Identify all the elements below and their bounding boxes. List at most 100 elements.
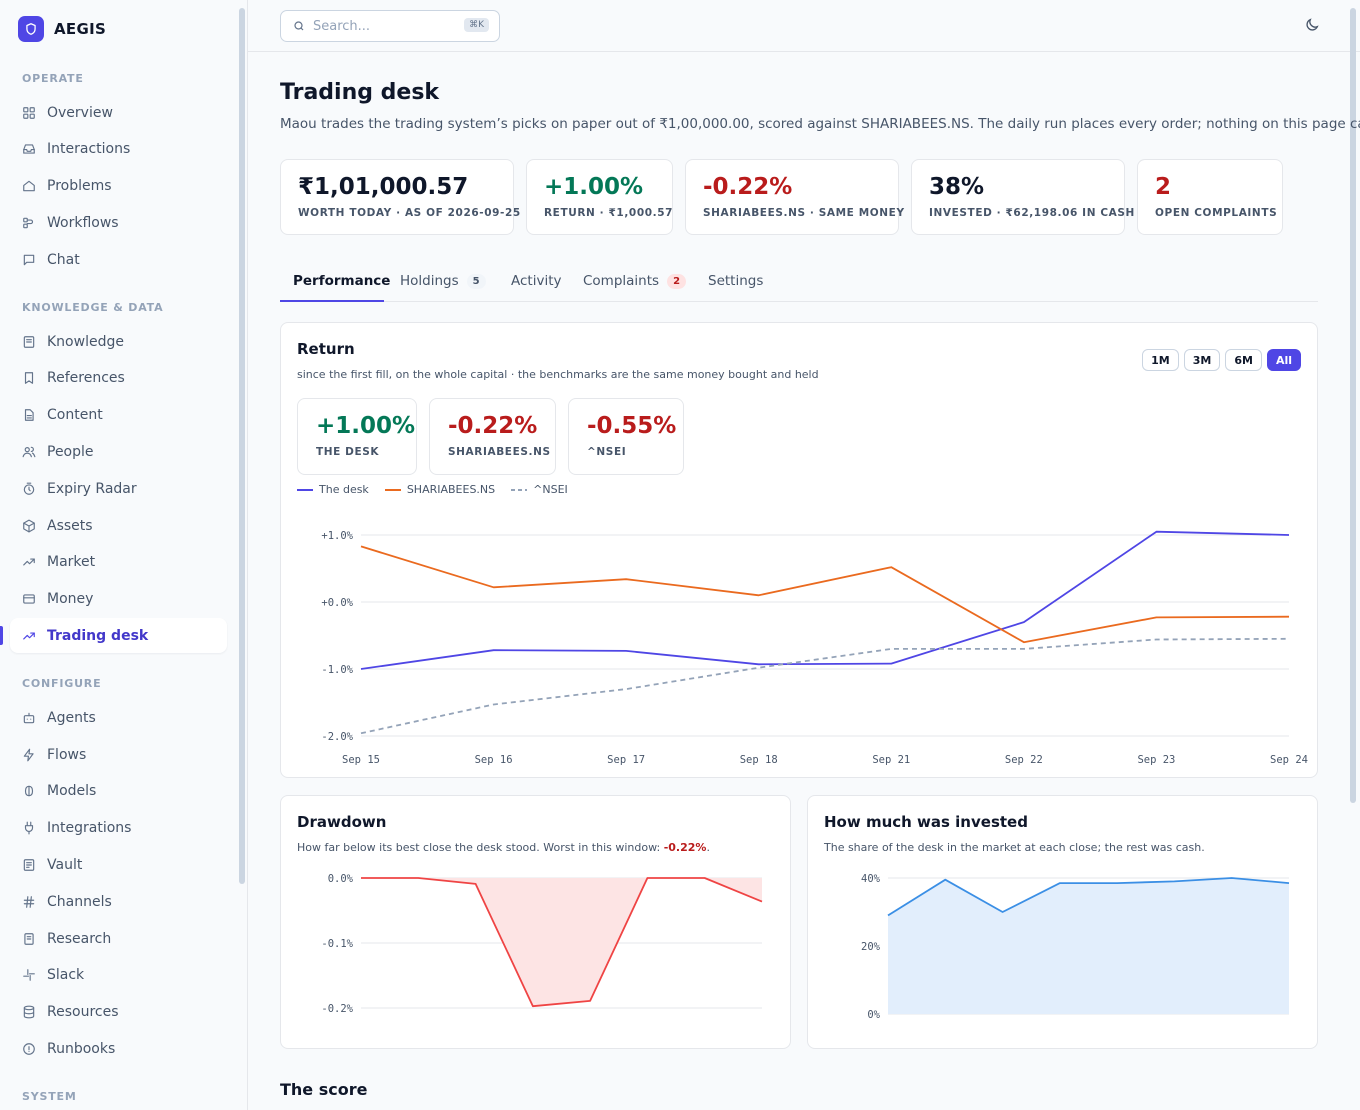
range-3m-button[interactable]: 3M	[1183, 349, 1221, 371]
sidebar-item-label: Market	[47, 554, 96, 571]
sidebar-item-flows[interactable]: Flows	[10, 737, 227, 772]
sidebar-item-label: Workflows	[47, 214, 119, 231]
range-6m-button[interactable]: 6M	[1225, 349, 1262, 371]
stat-label: RETURN · ₹1,000.57	[544, 207, 674, 219]
hash-icon	[22, 895, 36, 909]
tab-complaints[interactable]: Complaints 2	[583, 260, 687, 302]
house-icon	[22, 179, 36, 193]
sidebar-item-slack[interactable]: Slack	[10, 958, 227, 993]
sidebar-item-label: Runbooks	[47, 1040, 116, 1057]
range-all-button[interactable]: All	[1266, 349, 1301, 371]
sidebar-item-interactions[interactable]: Interactions	[10, 132, 227, 167]
stat-label: SHARIABEES.NS · SAME MONEY	[703, 207, 905, 219]
sidebar-item-expiry-radar[interactable]: Expiry Radar	[10, 471, 227, 506]
sidebar-item-integrations[interactable]: Integrations	[10, 811, 227, 846]
tab-settings[interactable]: Settings	[708, 260, 763, 302]
y-tick-label: -0.2%	[321, 1003, 353, 1015]
stat-card-invested: 38% INVESTED · ₹62,198.06 IN CASH	[911, 159, 1134, 235]
sidebar-item-research[interactable]: Research	[10, 921, 227, 956]
sidebar-item-references[interactable]: References	[10, 361, 227, 396]
legend-item-desk[interactable]: The desk	[297, 483, 369, 496]
timer-icon	[22, 482, 36, 496]
tab-label: Holdings	[400, 273, 459, 289]
stat-card-complaints[interactable]: 2 OPEN COMPLAINTS	[1137, 159, 1283, 235]
tab-activity[interactable]: Activity	[511, 260, 562, 302]
count-badge: 5	[466, 273, 486, 289]
sidebar-item-people[interactable]: People	[10, 434, 227, 469]
sidebar-item-trading-desk[interactable]: Trading desk	[10, 618, 227, 654]
x-tick-label: Sep 18	[740, 754, 778, 766]
mini-label: THE DESK	[316, 446, 380, 458]
search-box[interactable]: Search... ⌘K	[280, 10, 500, 42]
sidebar-item-agents[interactable]: Agents	[10, 700, 227, 735]
sidebar-item-assets[interactable]: Assets	[10, 508, 227, 543]
inbox-icon	[22, 142, 36, 156]
page-scrollbar[interactable]	[1350, 8, 1356, 803]
sidebar-item-label: References	[47, 370, 125, 387]
wallet-icon	[22, 592, 36, 606]
tab-holdings[interactable]: Holdings 5	[400, 260, 486, 302]
card-subtitle: since the first fill, on the whole capit…	[297, 368, 819, 381]
return-chart: +1.0% +0.0% -1.0% -2.0% Sep 15 Sep 16 Sep 17 Se…	[321, 530, 1308, 766]
legend-item-index[interactable]: ^NSEI	[511, 483, 568, 496]
subtitle-end: .	[706, 841, 710, 854]
y-tick-label: 20%	[861, 941, 881, 953]
sidebar-item-label: Problems	[47, 178, 112, 195]
legend-label: ^NSEI	[533, 483, 568, 496]
mini-stat-index: -0.55% ^NSEI	[568, 398, 684, 475]
worst-drawdown: -0.22%	[663, 841, 707, 854]
legend-item-benchmark[interactable]: SHARIABEES.NS	[384, 483, 495, 496]
tab-performance[interactable]: Performance	[293, 260, 390, 302]
tab-bar: Performance Holdings 5 Activity Complaint…	[280, 260, 1318, 302]
sidebar-item-content[interactable]: Content	[10, 398, 227, 433]
sidebar-item-vault[interactable]: Vault	[10, 847, 227, 882]
search-input[interactable]: Search...	[313, 18, 371, 34]
sidebar-item-runbooks[interactable]: Runbooks	[10, 1031, 227, 1066]
mini-value: -0.22%	[448, 413, 538, 439]
mini-stat-benchmark: -0.22% SHARIABEES.NS	[429, 398, 556, 475]
tab-label: Settings	[708, 273, 764, 289]
book-icon	[22, 335, 36, 349]
sidebar-item-label: Interactions	[47, 141, 131, 158]
invested-card: How much was invested The share of the d…	[807, 795, 1318, 1049]
sidebar-item-market[interactable]: Market	[10, 545, 227, 580]
legend-swatch	[384, 488, 401, 491]
sidebar-item-chat[interactable]: Chat	[10, 242, 227, 277]
stat-value: ₹1,01,000.57	[298, 174, 469, 200]
series-line-the-desk	[360, 530, 1290, 670]
sidebar-scrollbar[interactable]	[239, 8, 245, 884]
x-tick-label: Sep 22	[1005, 754, 1043, 766]
legend-swatch	[297, 488, 313, 491]
x-tick-label: Sep 17	[607, 754, 645, 766]
vault-icon	[22, 858, 36, 872]
mini-value: +1.00%	[316, 413, 416, 439]
series-line--nsei	[360, 637, 1290, 735]
y-tick-label: -2.0%	[321, 731, 353, 743]
card-subtitle: The share of the desk in the market at e…	[824, 841, 1205, 854]
sidebar-item-problems[interactable]: Problems	[10, 169, 227, 204]
sidebar-item-resources[interactable]: Resources	[10, 995, 227, 1030]
x-tick-label: Sep 23	[1137, 754, 1175, 766]
tab-label: Complaints	[583, 273, 660, 289]
sidebar-item-overview[interactable]: Overview	[10, 95, 227, 130]
trend-icon	[22, 629, 36, 643]
sidebar-item-workflows[interactable]: Workflows	[10, 205, 227, 240]
y-tick-label: 0%	[867, 1009, 880, 1021]
sidebar-item-channels[interactable]: Channels	[10, 884, 227, 919]
sidebar-item-label: Content	[47, 407, 103, 424]
moon-icon[interactable]	[1304, 17, 1322, 35]
brand[interactable]: AEGIS	[18, 16, 106, 42]
file-icon	[22, 408, 36, 422]
brain-icon	[22, 784, 36, 798]
sidebar-item-money[interactable]: Money	[10, 582, 227, 617]
sidebar-item-label: Slack	[47, 967, 85, 984]
topbar: Search... ⌘K	[248, 0, 1360, 52]
sidebar-item-models[interactable]: Models	[10, 774, 227, 809]
subtitle-text: How far below its best close the desk st…	[297, 841, 664, 854]
nav-section-heading: KNOWLEDGE & DATA	[22, 301, 164, 314]
range-1m-button[interactable]: 1M	[1142, 349, 1179, 371]
return-card: Return since the first fill, on the whol…	[280, 322, 1318, 778]
mini-label: ^NSEI	[587, 446, 627, 458]
sidebar-item-knowledge[interactable]: Knowledge	[10, 324, 227, 359]
